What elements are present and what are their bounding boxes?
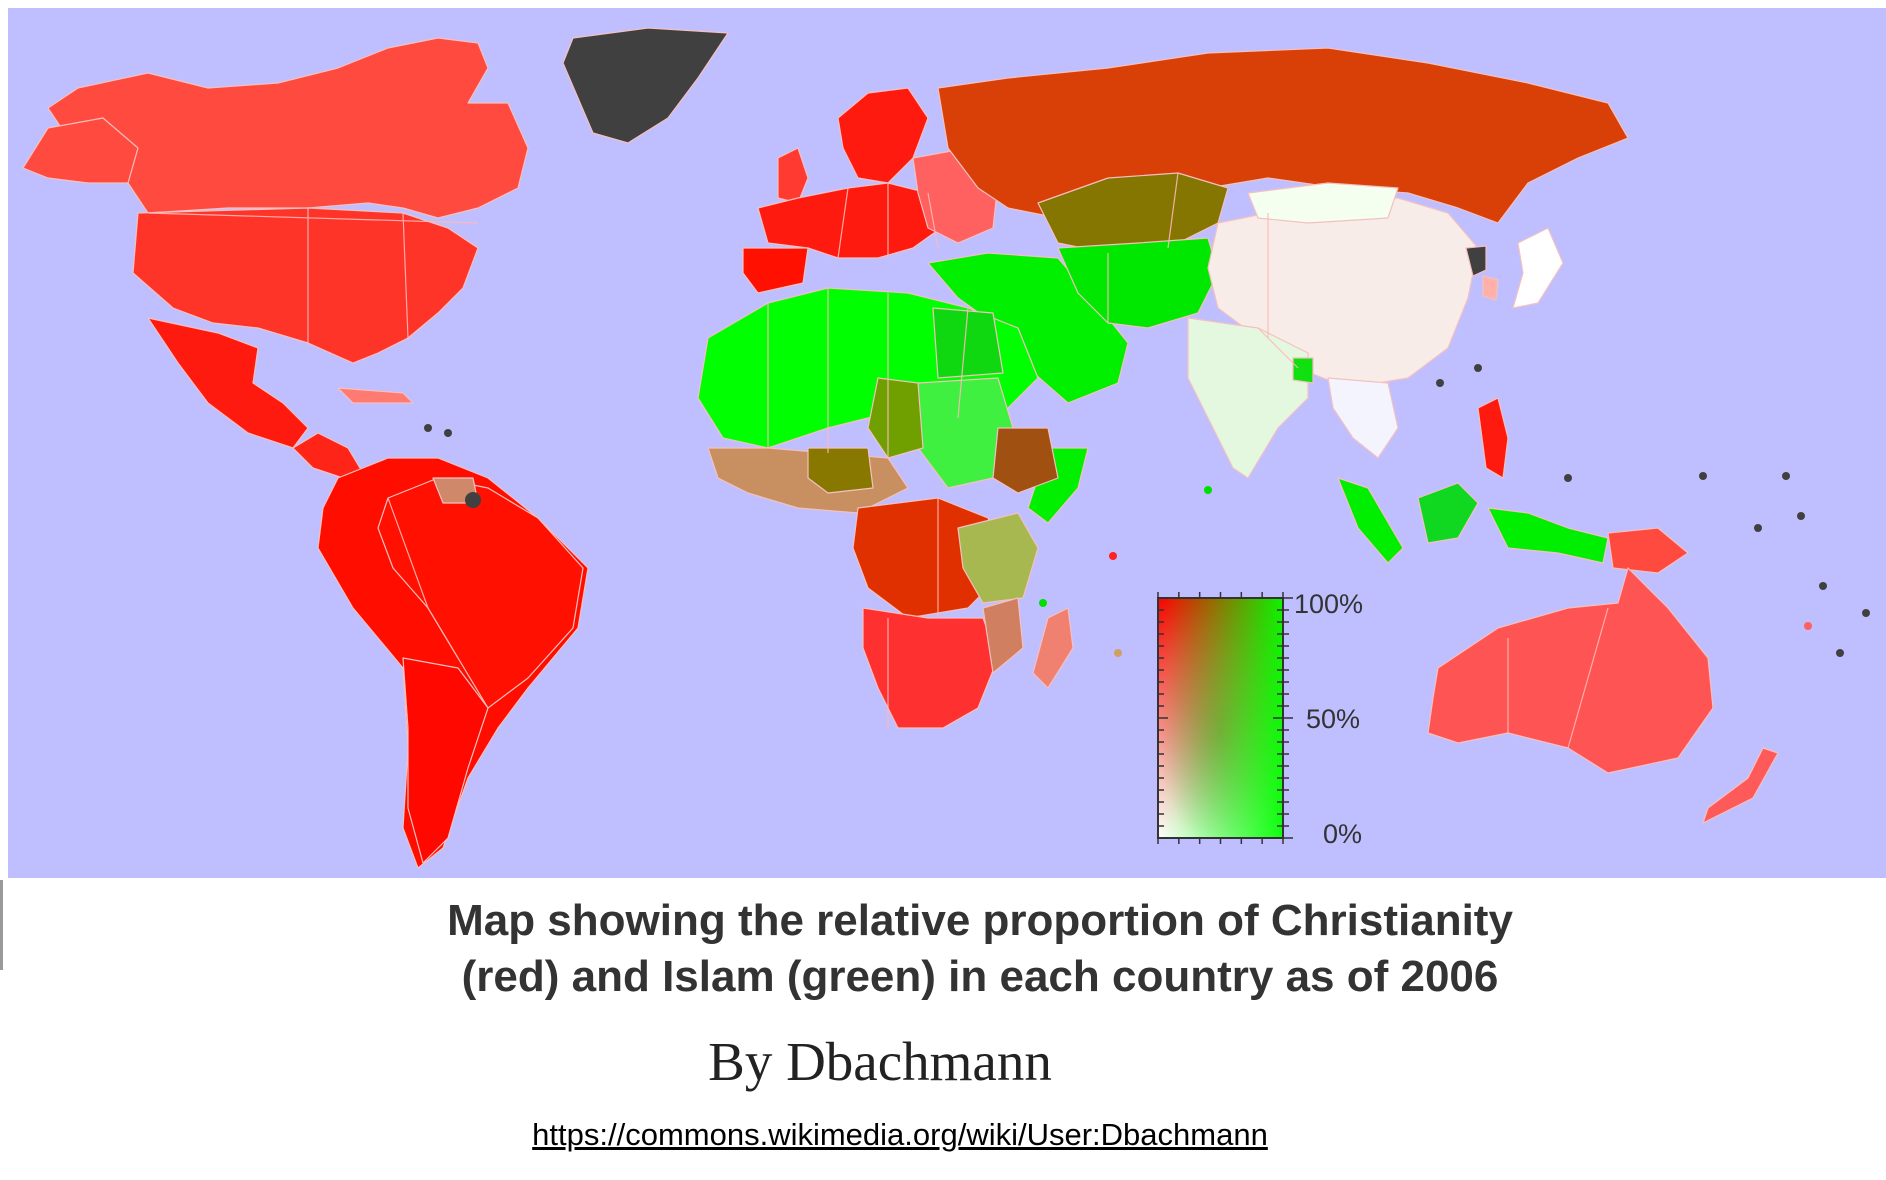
madagascar bbox=[1032, 607, 1074, 689]
island-dot bbox=[1474, 364, 1482, 372]
map-svg: 100% 50% 0% bbox=[22, 27, 1870, 869]
indonesia-borneo bbox=[1417, 482, 1479, 544]
island-dot bbox=[1782, 472, 1790, 480]
island-dot bbox=[1836, 649, 1844, 657]
caption-line-1: Map showing the relative proportion of C… bbox=[447, 896, 1513, 945]
island-dot bbox=[1109, 552, 1117, 560]
island-dot bbox=[424, 424, 432, 432]
island-dot bbox=[1797, 512, 1805, 520]
papua bbox=[1607, 527, 1689, 574]
australia bbox=[1427, 567, 1714, 774]
new-zealand bbox=[1702, 747, 1779, 824]
bangladesh bbox=[1292, 357, 1314, 384]
island-dot bbox=[1204, 486, 1212, 494]
central-asia bbox=[1057, 237, 1219, 329]
southern-africa bbox=[862, 607, 999, 729]
source-link[interactable]: https://commons.wikimedia.org/wiki/User:… bbox=[532, 1117, 1268, 1152]
india bbox=[1187, 317, 1309, 479]
alaska bbox=[22, 117, 139, 184]
mexico bbox=[147, 317, 309, 449]
chad bbox=[867, 377, 924, 459]
ethiopia bbox=[992, 427, 1059, 494]
island-dot bbox=[1564, 474, 1572, 482]
island-dot bbox=[465, 492, 481, 508]
east-africa bbox=[957, 512, 1039, 604]
island-dot bbox=[1114, 649, 1122, 657]
caribbean bbox=[337, 387, 414, 404]
island-dot bbox=[1804, 622, 1812, 630]
world-map: 100% 50% 0% bbox=[8, 8, 1886, 878]
island-dot bbox=[1819, 582, 1827, 590]
legend-label-50: 50% bbox=[1306, 704, 1360, 734]
japan bbox=[1512, 227, 1564, 309]
mozambique bbox=[982, 597, 1024, 674]
usa bbox=[132, 207, 479, 364]
island-dot bbox=[1039, 599, 1047, 607]
island-dot bbox=[1754, 524, 1762, 532]
philippines bbox=[1477, 397, 1509, 479]
island-dot bbox=[1699, 472, 1707, 480]
map-caption: Map showing the relative proportion of C… bbox=[310, 893, 1650, 1005]
legend-swatch-green bbox=[1158, 598, 1283, 838]
south-korea bbox=[1482, 275, 1499, 301]
canada bbox=[47, 37, 529, 219]
greenland bbox=[562, 27, 729, 144]
central-america bbox=[292, 432, 364, 479]
nigeria bbox=[807, 447, 874, 494]
southeast-asia bbox=[1327, 377, 1399, 459]
brazil bbox=[377, 477, 584, 709]
left-edge-rule bbox=[0, 880, 3, 970]
legend-label-100: 100% bbox=[1294, 589, 1363, 619]
uk bbox=[777, 147, 809, 204]
border-lines bbox=[147, 172, 1609, 749]
legend: 100% 50% 0% bbox=[1157, 589, 1363, 849]
argentina bbox=[402, 657, 489, 864]
island-dot bbox=[444, 429, 452, 437]
mongolia-north bbox=[1247, 182, 1399, 224]
author-credit: By Dbachmann bbox=[708, 1031, 1052, 1092]
egypt bbox=[932, 307, 1004, 379]
korea bbox=[1465, 245, 1487, 277]
legend-ticks bbox=[1157, 592, 1293, 844]
island-dot bbox=[1436, 379, 1444, 387]
western-europe bbox=[757, 182, 949, 259]
indonesia-east bbox=[1487, 507, 1609, 564]
iberia bbox=[742, 247, 809, 294]
caption-line-2: (red) and Islam (green) in each country … bbox=[461, 952, 1499, 1001]
indonesia-sumatra bbox=[1337, 477, 1404, 564]
island-dot bbox=[1862, 609, 1870, 617]
legend-label-0: 0% bbox=[1323, 819, 1362, 849]
